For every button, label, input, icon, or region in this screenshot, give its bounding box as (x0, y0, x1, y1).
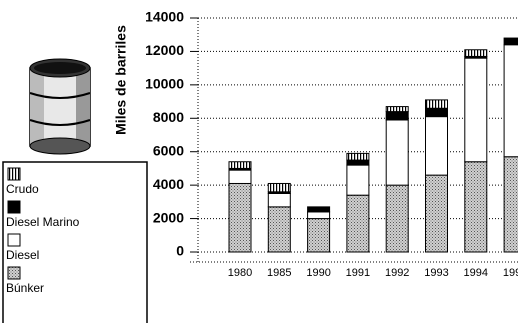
legend-swatch (7, 200, 21, 214)
legend-label: Crudo (6, 182, 39, 196)
y-tick-label: 8000 (153, 109, 184, 125)
bar-segment (307, 218, 331, 253)
legend-swatch (7, 167, 21, 181)
y-tick-label: 10000 (145, 76, 184, 92)
x-tick-label: 1990 (306, 267, 330, 279)
bar-segment (228, 161, 252, 169)
bar-segment (307, 211, 331, 220)
legend-label: Diesel Marino (6, 215, 80, 229)
barrel-icon (29, 58, 91, 155)
y-tick-label: 4000 (153, 176, 184, 192)
bar-segment (425, 107, 448, 118)
bar-segment (464, 49, 488, 57)
bar-segment (503, 44, 518, 158)
bar-segment (228, 182, 252, 253)
bar-segment (425, 116, 448, 176)
bar-segment (464, 57, 488, 163)
y-tick-label: 2000 (153, 209, 184, 225)
bar-segment (228, 169, 252, 184)
bar-segment (346, 159, 370, 166)
bar-segment (425, 174, 448, 253)
x-tick-label: 1993 (424, 267, 448, 279)
y-tick-label: 6000 (153, 142, 184, 158)
legend-swatch (7, 266, 21, 280)
bar-segment (385, 119, 409, 186)
y-tick-label: 14000 (145, 9, 184, 25)
bar-segment (267, 193, 291, 208)
bar-segment (385, 111, 409, 121)
x-tick-label: 1994 (464, 267, 488, 279)
x-tick-label: 1992 (385, 267, 409, 279)
legend-label: Diesel (6, 248, 39, 262)
bar-segment (385, 106, 409, 113)
bar-segment (503, 37, 518, 46)
x-tick-label: 1980 (228, 267, 252, 279)
y-tick-label: 12000 (145, 42, 184, 58)
bar-segment (346, 194, 370, 253)
x-tick-label: 1985 (267, 267, 291, 279)
bar-segment (346, 164, 370, 196)
legend-box (2, 161, 148, 323)
bar-segment (307, 206, 331, 213)
bar-segment (503, 156, 518, 253)
legend-label: Búnker (6, 281, 44, 295)
legend-swatch (7, 233, 21, 247)
bar-segment (425, 99, 448, 109)
bar-segment (385, 184, 409, 253)
y-tick-label: 0 (176, 243, 184, 259)
x-tick-label: 1991 (346, 267, 370, 279)
bar-segment (267, 206, 291, 253)
bar-segment (346, 152, 370, 161)
bar-segment (464, 161, 488, 253)
bar-segment (267, 182, 291, 193)
x-tick-label: 1995 (503, 267, 518, 279)
y-axis-title: Miles de barriles (113, 25, 129, 135)
